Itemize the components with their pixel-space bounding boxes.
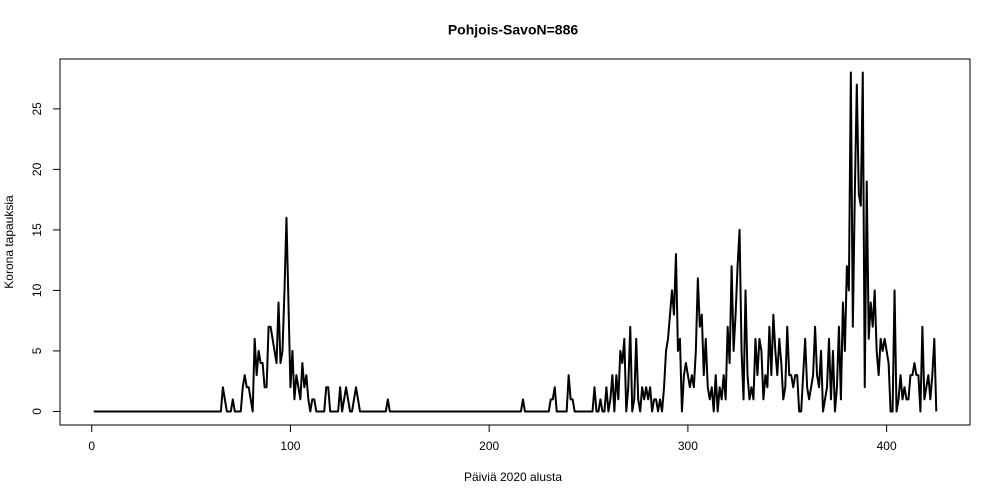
- y-axis-label: Korona tapauksia: [2, 195, 16, 289]
- y-tick-label: 20: [30, 162, 44, 176]
- data-line: [93, 71, 938, 413]
- x-axis-label: Päiviä 2020 alusta: [464, 470, 562, 484]
- x-tick-label: 300: [678, 439, 698, 453]
- x-tick-label: 100: [280, 439, 300, 453]
- plot-frame: [59, 58, 971, 426]
- y-tick-label: 10: [30, 283, 44, 297]
- x-tick-label: 0: [88, 439, 95, 453]
- y-tick-label: 0: [30, 408, 44, 415]
- chart-title: Pohjois-SavoN=886: [448, 22, 579, 38]
- x-tick-label: 400: [877, 439, 897, 453]
- y-tick-label: 5: [30, 347, 44, 354]
- y-tick-label: 25: [30, 102, 44, 116]
- x-tick-label: 200: [479, 439, 499, 453]
- y-tick-label: 15: [30, 223, 44, 237]
